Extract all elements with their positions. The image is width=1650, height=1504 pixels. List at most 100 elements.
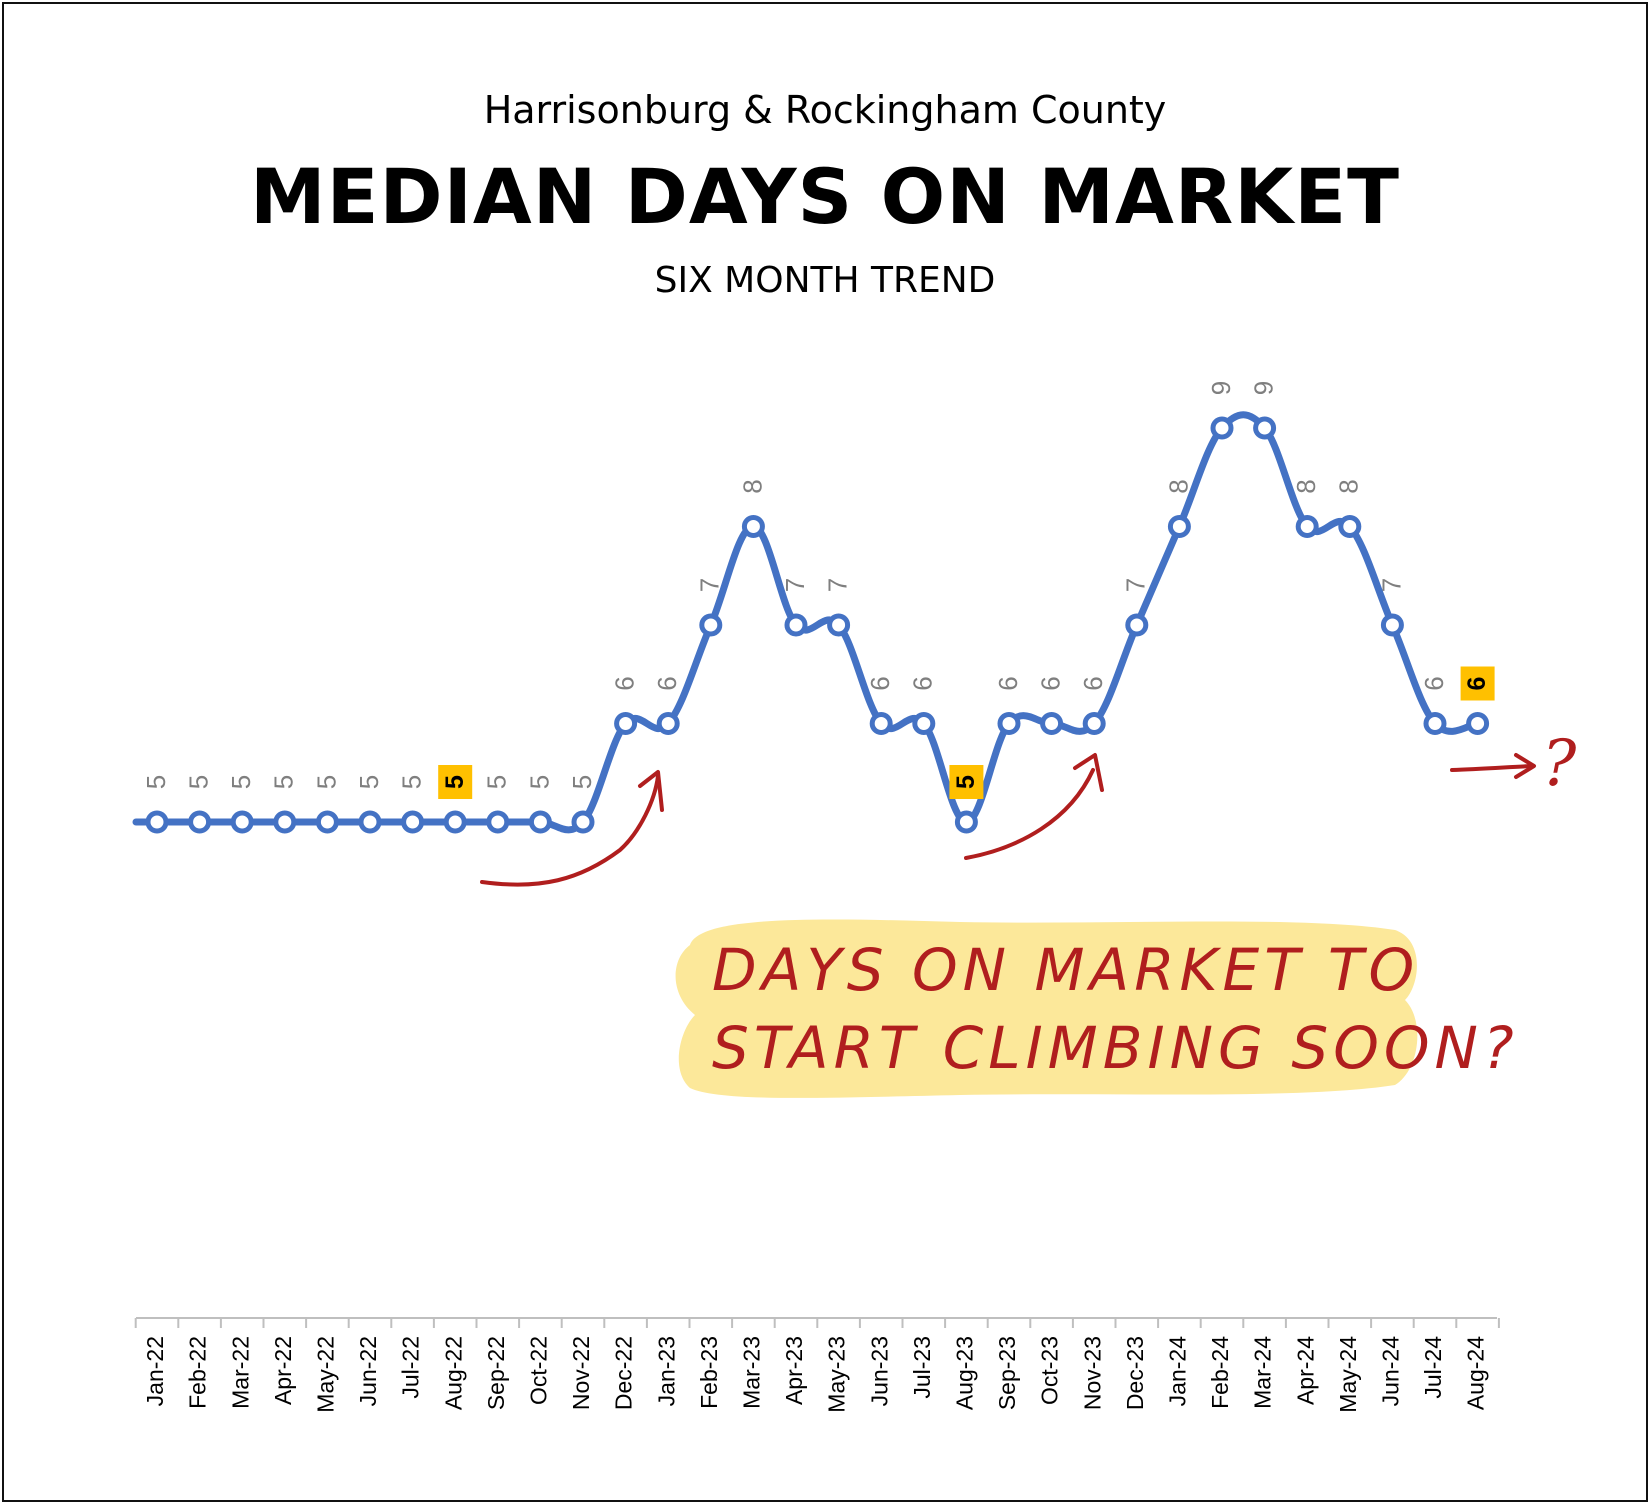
- annotation-text-line-1: DAYS ON MARKET TO: [712, 936, 1419, 1004]
- x-tick-label-feb-22: Feb-22: [185, 1336, 211, 1409]
- data-label-text: 6: [652, 676, 682, 690]
- data-point-may-24: [1338, 515, 1362, 538]
- data-label-text: 8: [1291, 479, 1321, 493]
- x-tick-label-jun-22: Jun-22: [355, 1336, 381, 1406]
- data-label-text: 6: [865, 676, 895, 690]
- data-label-oct-23: 6: [1035, 676, 1065, 690]
- annotation-arrow-1-head: [638, 770, 664, 812]
- data-point-feb-23: [699, 613, 723, 637]
- data-point-sep-23: [997, 712, 1021, 735]
- data-label-jun-22: 5: [354, 775, 384, 789]
- data-label-text: 6: [1419, 676, 1449, 690]
- data-label-jul-23: 6: [908, 676, 938, 690]
- x-tick-label-feb-23: Feb-23: [696, 1336, 722, 1409]
- x-tick-label-sep-22: Sep-22: [483, 1336, 509, 1410]
- x-tick-label-may-22: May-22: [312, 1336, 338, 1413]
- annotation-arrow-1: [480, 774, 660, 887]
- data-label-feb-23: 7: [695, 578, 725, 592]
- data-point-may-23: [827, 613, 851, 637]
- x-tick-label-aug-24: Aug-24: [1463, 1336, 1489, 1410]
- x-tick-label-jul-24: Jul-24: [1420, 1336, 1446, 1399]
- data-label-text: 5: [567, 775, 597, 789]
- data-label-text: 7: [695, 578, 725, 592]
- data-point-feb-22: [188, 810, 212, 834]
- data-point-jul-23: [912, 712, 936, 735]
- data-label-text: 6: [609, 676, 639, 690]
- data-label-text: 8: [1163, 479, 1193, 493]
- data-label-jun-24: 7: [1376, 578, 1406, 592]
- x-tick-label-aug-23: Aug-23: [951, 1336, 977, 1410]
- x-tick-label-sep-23: Sep-23: [994, 1336, 1020, 1410]
- data-label-apr-23: 7: [780, 578, 810, 592]
- x-tick-label-apr-22: Apr-22: [270, 1336, 296, 1405]
- x-tick-label-oct-23: Oct-23: [1037, 1336, 1063, 1405]
- data-label-text: 7: [1121, 578, 1151, 592]
- x-tick-label-jul-23: Jul-23: [909, 1336, 935, 1399]
- data-label-text: 5: [354, 775, 384, 789]
- annotation-arrow-2-head: [1073, 753, 1104, 792]
- data-label-text: 6: [993, 676, 1023, 690]
- data-point-jan-24: [1167, 515, 1191, 538]
- x-tick-label-mar-22: Mar-22: [227, 1336, 253, 1409]
- data-point-sep-22: [486, 810, 510, 834]
- data-label-text: 6: [1035, 676, 1065, 690]
- x-tick-label-jan-22: Jan-22: [142, 1336, 168, 1406]
- data-label-may-22: 5: [311, 775, 341, 789]
- data-label-sep-22: 5: [482, 775, 512, 789]
- x-tick-label-may-24: May-24: [1335, 1336, 1361, 1413]
- data-point-jun-23: [869, 712, 893, 735]
- data-point-oct-22: [528, 810, 552, 834]
- annotation-layer: DAYS ON MARKET TO START CLIMBING SOON??: [480, 727, 1577, 1082]
- annotation-highlight: [675, 919, 1418, 1098]
- data-label-text: 5: [226, 775, 256, 789]
- data-label-text: 6: [1078, 676, 1108, 690]
- x-tick-label-oct-22: Oct-22: [525, 1336, 551, 1405]
- data-label-text: 5: [269, 775, 299, 789]
- data-point-jun-24: [1380, 613, 1404, 637]
- data-label-jan-23: 6: [652, 676, 682, 690]
- annotation-arrow-2: [964, 768, 1095, 860]
- x-tick-labels: Jan-22 Feb-22 Mar-22 Apr-22 May-22 Jun-22 Jul-…: [142, 1336, 1489, 1413]
- data-point-feb-24: [1210, 416, 1234, 440]
- annotation-arrow-3-head: [1514, 753, 1536, 779]
- data-label-may-23: 7: [822, 578, 852, 592]
- data-point-aug-23: [954, 810, 978, 834]
- data-label-apr-22: 5: [269, 775, 299, 789]
- x-tick-label-jan-24: Jan-24: [1164, 1336, 1190, 1407]
- data-point-jul-24: [1423, 712, 1447, 735]
- data-point-apr-22: [273, 810, 297, 834]
- x-tick-label-jun-24: Jun-24: [1377, 1336, 1403, 1407]
- data-label-text: 5: [396, 775, 426, 789]
- data-label-text: 5: [311, 775, 341, 789]
- data-label-badge: [438, 765, 473, 799]
- x-tick-label-jul-22: Jul-22: [398, 1336, 424, 1399]
- x-tick-label-mar-23: Mar-23: [738, 1336, 764, 1409]
- data-label-jan-22: 5: [141, 775, 171, 789]
- data-label-apr-24: 8: [1291, 479, 1321, 493]
- data-label-feb-24: 9: [1206, 381, 1236, 395]
- x-tick-label-mar-24: Mar-24: [1250, 1336, 1276, 1409]
- x-axis: [134, 1317, 1500, 1328]
- data-point-aug-24: [1466, 712, 1490, 735]
- data-label-badge: [949, 765, 984, 799]
- data-point-nov-22: [571, 810, 595, 834]
- data-point-oct-23: [1040, 712, 1064, 735]
- data-label-text: 6: [908, 676, 938, 690]
- data-label-aug-24: 6: [1460, 666, 1495, 701]
- data-point-jan-22: [145, 810, 169, 834]
- data-label-text: 6: [1463, 677, 1491, 691]
- data-label-text: 9: [1248, 381, 1278, 395]
- data-label-jul-22: 5: [396, 775, 426, 789]
- data-point-jun-22: [358, 810, 382, 834]
- data-point-jan-23: [656, 712, 680, 735]
- data-point-apr-23: [784, 613, 808, 637]
- data-label-text: 7: [822, 578, 852, 592]
- annotation-highlight-shape: [675, 919, 1418, 1098]
- x-tick-label-feb-24: Feb-24: [1207, 1336, 1233, 1409]
- x-tick-label-may-23: May-23: [824, 1336, 850, 1413]
- data-label-text: 8: [1334, 479, 1364, 493]
- x-tick-label-nov-22: Nov-22: [568, 1336, 594, 1410]
- chart-title: MEDIAN DAYS ON MARKET: [250, 152, 1400, 241]
